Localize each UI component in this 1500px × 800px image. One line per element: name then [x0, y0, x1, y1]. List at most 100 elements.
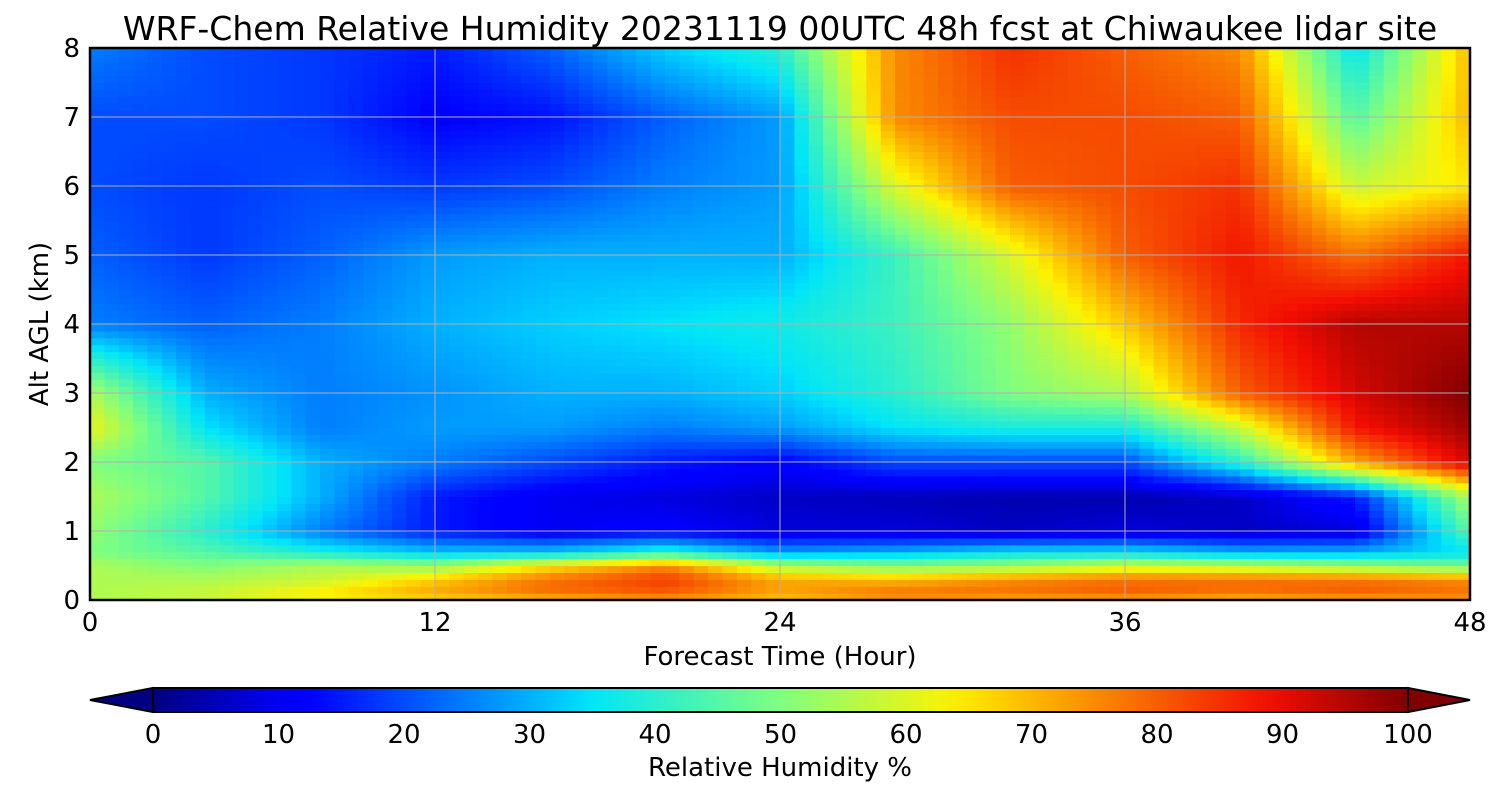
heat-cell — [693, 413, 709, 422]
heat-cell — [679, 510, 695, 518]
heat-cell — [981, 455, 997, 463]
heat-cell — [866, 551, 882, 560]
heat-cell — [1398, 255, 1414, 263]
heat-cell — [995, 551, 1011, 560]
heat-cell — [923, 524, 939, 532]
heat-cell — [1225, 413, 1241, 422]
heat-cell — [118, 296, 134, 304]
heat-cell — [679, 489, 695, 498]
heat-cell — [808, 503, 824, 511]
heat-cell — [1182, 551, 1198, 560]
heat-cell — [1067, 565, 1083, 573]
heat-cell — [1297, 510, 1313, 518]
heat-cell — [1225, 593, 1241, 600]
heat-cell — [248, 413, 264, 422]
heat-cell — [348, 462, 364, 470]
heat-cell — [463, 448, 479, 456]
heat-cell — [449, 455, 465, 463]
heat-cell — [478, 448, 494, 456]
heat-cell — [952, 324, 968, 332]
heat-cell — [1326, 524, 1342, 532]
heat-cell — [636, 255, 652, 263]
heat-cell — [391, 413, 407, 422]
heat-cell — [1125, 289, 1140, 297]
heat-cell — [621, 268, 637, 277]
heat-cell — [1240, 365, 1255, 373]
heat-cell — [1326, 261, 1342, 270]
heat-cell — [1426, 420, 1442, 429]
heat-cell — [1010, 420, 1025, 429]
heat-cell — [1067, 448, 1083, 456]
heat-cell — [995, 393, 1011, 401]
heat-cell — [794, 289, 810, 297]
heat-cell — [449, 551, 465, 560]
heat-cell — [1153, 255, 1169, 263]
heat-cell — [708, 275, 724, 284]
heat-cell — [291, 468, 307, 477]
heat-cell — [161, 565, 177, 573]
heat-cell — [348, 551, 364, 560]
heat-cell — [593, 351, 609, 360]
heat-cell — [751, 310, 767, 318]
heat-cell — [1297, 406, 1313, 415]
heat-cell — [334, 317, 350, 325]
heat-cell — [1067, 544, 1083, 553]
heat-cell — [1240, 537, 1255, 546]
heat-cell — [1024, 434, 1040, 442]
heat-cell — [895, 344, 910, 353]
heat-cell — [880, 317, 896, 325]
heat-cell — [607, 455, 623, 463]
heat-cell — [1125, 241, 1140, 249]
heat-cell — [492, 558, 508, 567]
heat-cell — [593, 399, 609, 408]
heat-cell — [521, 372, 537, 380]
heat-cell — [276, 551, 292, 560]
heat-cell — [305, 330, 321, 339]
heat-cell — [995, 372, 1011, 380]
heat-cell — [406, 593, 422, 600]
heat-cell — [334, 296, 350, 304]
heat-cell — [147, 324, 163, 332]
heat-cell — [1038, 413, 1054, 422]
heat-cell — [291, 379, 307, 387]
heat-cell — [205, 310, 220, 318]
heat-cell — [1125, 475, 1140, 484]
heat-cell — [751, 399, 767, 408]
heat-cell — [90, 275, 105, 284]
heat-cell — [190, 565, 206, 573]
heat-cell — [262, 261, 278, 270]
heat-cell — [1383, 531, 1399, 539]
heat-cell — [1240, 517, 1255, 525]
heat-cell — [449, 324, 465, 332]
heat-cell — [147, 517, 163, 525]
heat-cell — [348, 544, 364, 553]
heat-cell — [1125, 579, 1140, 587]
heat-cell — [837, 503, 853, 511]
heat-cell — [722, 517, 738, 525]
heat-cell — [1455, 448, 1470, 456]
heat-cell — [90, 330, 105, 339]
heat-cell — [837, 517, 853, 525]
heat-cell — [866, 531, 882, 539]
heat-cell — [1038, 261, 1054, 270]
heat-cell — [780, 434, 795, 442]
heat-cell — [578, 296, 594, 304]
heat-cell — [1125, 324, 1140, 332]
heat-cell — [377, 372, 393, 380]
heat-cell — [521, 330, 537, 339]
heat-cell — [1081, 537, 1097, 546]
heat-cell — [909, 468, 925, 477]
heat-cell — [176, 241, 192, 249]
heat-cell — [320, 241, 335, 249]
heat-cell — [1254, 579, 1270, 587]
heat-cell — [952, 406, 968, 415]
heat-cell — [837, 427, 853, 435]
heat-cell — [463, 399, 479, 408]
heat-cell — [334, 475, 350, 484]
heat-cell — [909, 537, 925, 546]
heat-cell — [205, 441, 220, 449]
heat-cell — [262, 393, 278, 401]
heat-cell — [133, 475, 149, 484]
heat-cell — [1081, 330, 1097, 339]
heat-cell — [205, 399, 220, 408]
